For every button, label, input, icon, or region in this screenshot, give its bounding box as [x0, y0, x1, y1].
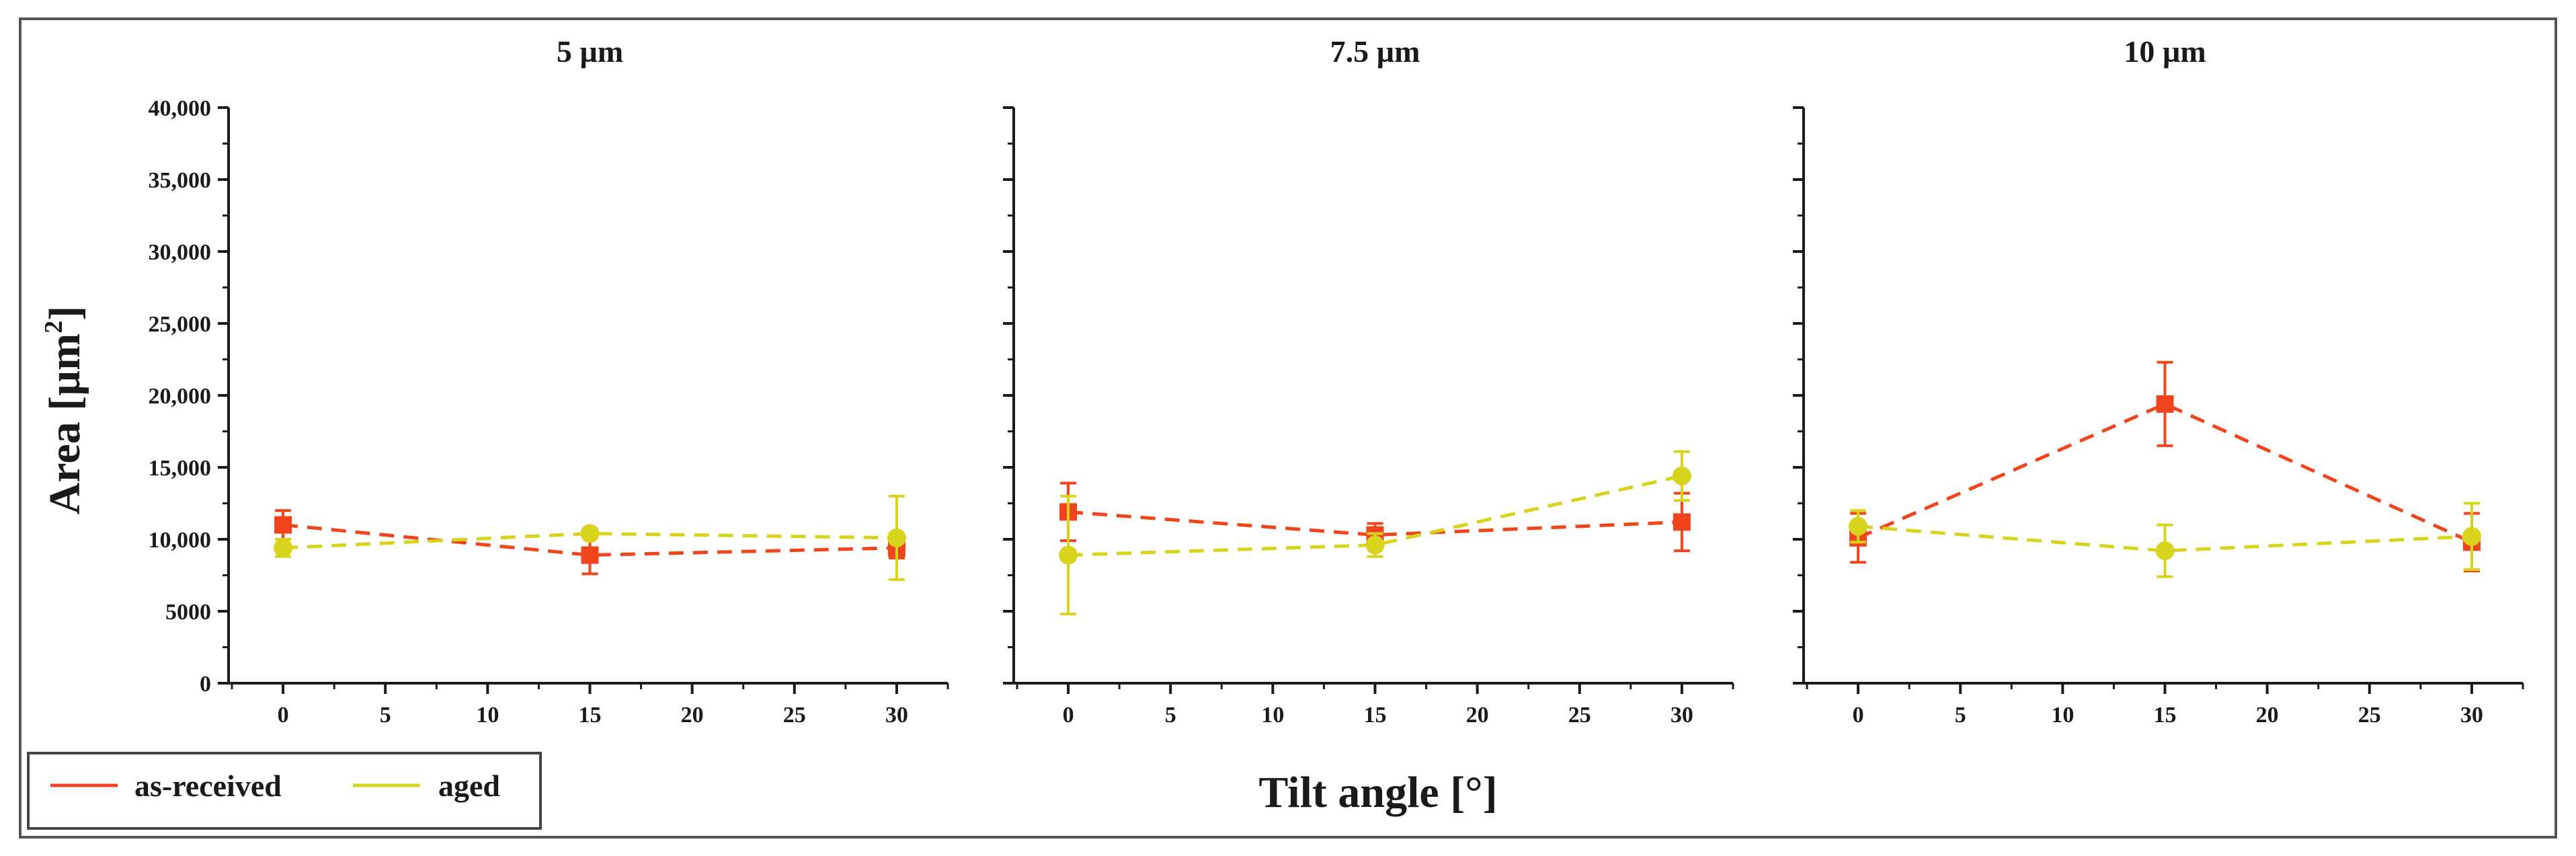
y-tick-label: 10,000: [149, 528, 212, 553]
data-point: [1849, 516, 1868, 536]
panel-title: 5 µm: [557, 34, 623, 69]
panels-group: 5 µm0500010,00015,00020,00025,00030,0003…: [149, 34, 2524, 728]
x-tick-label: 0: [1853, 703, 1864, 728]
x-tick-label: 25: [783, 703, 806, 728]
y-axis-title: Area [µm2]: [40, 306, 89, 515]
series-line: [1857, 524, 2472, 553]
series-line: [1857, 402, 2472, 544]
y-axis-title-end: ]: [40, 306, 89, 321]
x-tick-label: 0: [1063, 703, 1074, 728]
x-tick-label: 20: [2256, 703, 2279, 728]
panel-2: 7.5 µm 0 5 10 15 20 25 30: [1003, 34, 1734, 728]
x-tick-label: 15: [579, 703, 602, 728]
x-tick-label: 10: [476, 703, 499, 728]
data-point: [1673, 513, 1691, 531]
data-point: [580, 524, 600, 543]
figure-border: [19, 17, 2557, 839]
x-tick-label: 15: [1364, 703, 1387, 728]
panel-title: 10 µm: [2124, 34, 2206, 69]
panel-3: 10 µm 0 5 10 15 20 25 30: [1793, 34, 2524, 728]
x-tick-label: 5: [1165, 703, 1176, 728]
y-tick-label: 0: [200, 672, 211, 697]
y-tick-label: 15,000: [149, 456, 212, 481]
x-tick-label: 30: [2460, 703, 2483, 728]
series-line: [1068, 474, 1683, 557]
data-point: [581, 546, 599, 564]
y-tick-label: 20,000: [149, 384, 212, 409]
x-tick-label: 5: [380, 703, 391, 728]
data-point: [1365, 535, 1385, 555]
x-axis-title: Tilt angle [°]: [1258, 768, 1497, 817]
x-tick-label: 0: [278, 703, 289, 728]
panel-1: 5 µm 0 5000 10,000 15,000 20,000 25,000 30,000 3…: [149, 34, 949, 728]
x-tick-label: 10: [2051, 703, 2074, 728]
series-line: [282, 531, 897, 550]
x-tick-label: 30: [1671, 703, 1693, 728]
data-point: [887, 528, 906, 547]
series-aged: [1059, 450, 1691, 616]
y-tick-label: 40,000: [149, 96, 212, 121]
x-tick-label: 5: [1955, 703, 1966, 728]
y-tick-label: 35,000: [149, 168, 212, 193]
y-axis-title-main: Area [µm: [40, 334, 89, 515]
data-point: [1059, 545, 1078, 565]
y-axis-title-superscript: 2: [40, 321, 68, 334]
data-point: [274, 538, 293, 557]
legend: as-received aged: [27, 752, 542, 830]
data-point: [2155, 541, 2175, 561]
series-line: [1068, 510, 1683, 537]
series-aged: [274, 494, 906, 581]
data-point: [1672, 466, 1691, 485]
y-tick-label: 5000: [165, 600, 211, 625]
x-tick-label: 30: [885, 703, 908, 728]
series-aged: [1849, 502, 2481, 578]
x-tick-label: 20: [1466, 703, 1489, 728]
panel-title: 7.5 µm: [1330, 34, 1420, 69]
series-line: [282, 523, 897, 557]
x-tick-label: 15: [2154, 703, 2177, 728]
data-point: [2156, 395, 2174, 413]
x-tick-label: 10: [1261, 703, 1284, 728]
x-tick-label: 20: [681, 703, 704, 728]
data-point: [274, 516, 292, 534]
y-tick-label: 30,000: [149, 240, 212, 265]
legend-box: [27, 752, 542, 830]
y-tick-label: 25,000: [149, 312, 212, 337]
data-point: [2462, 527, 2481, 546]
legend-label-aged: aged: [438, 769, 500, 803]
x-tick-label: 25: [2358, 703, 2381, 728]
x-tick-label: 25: [1568, 703, 1591, 728]
legend-label-as-received: as-received: [134, 769, 282, 803]
